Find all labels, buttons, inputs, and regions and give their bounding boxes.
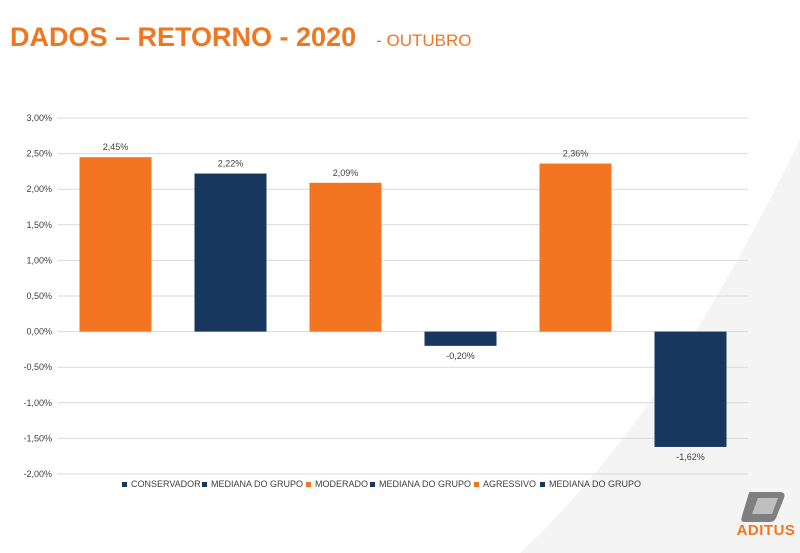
aditus-logo-icon (741, 492, 785, 522)
legend-swatch (122, 482, 127, 487)
bar (309, 182, 382, 332)
data-label: 2,22% (218, 159, 244, 169)
data-label: -0,20% (446, 351, 475, 361)
y-tick-label: -1,00% (23, 398, 52, 408)
data-label: 2,36% (563, 149, 589, 159)
page-subtitle: - OUTUBRO (376, 31, 472, 50)
bar (654, 331, 727, 447)
bar (79, 157, 152, 332)
y-tick-label: -2,00% (23, 469, 52, 479)
y-tick-label: -1,50% (23, 433, 52, 443)
y-tick-label: 3,00% (26, 113, 52, 123)
y-tick-label: -0,50% (23, 362, 52, 372)
legend-label: MEDIANA DO GRUPO (211, 479, 303, 489)
legend-swatch (370, 482, 375, 487)
data-label: 2,45% (103, 142, 129, 152)
y-tick-label: 1,50% (26, 220, 52, 230)
legend-label: MODERADO (315, 479, 368, 489)
bar (194, 173, 267, 332)
header: DADOS – RETORNO - 2020 - OUTUBRO (10, 22, 472, 53)
bar (424, 331, 497, 346)
legend-swatch (306, 482, 311, 487)
bar (539, 163, 612, 332)
data-label: -1,62% (676, 452, 705, 462)
legend-label: MEDIANA DO GRUPO (379, 479, 471, 489)
legend-label: CONSERVADOR (131, 479, 201, 489)
legend-swatch (474, 482, 479, 487)
brand-name: ADITUS (736, 522, 796, 539)
legend-swatch (202, 482, 207, 487)
data-label: 2,09% (333, 168, 359, 178)
legend-label: AGRESSIVO (483, 479, 536, 489)
y-tick-label: 0,50% (26, 291, 52, 301)
legend-label: MEDIANA DO GRUPO (549, 479, 641, 489)
legend-swatch (540, 482, 545, 487)
page-title: DADOS – RETORNO - 2020 (10, 22, 357, 52)
y-tick-label: 2,50% (26, 149, 52, 159)
y-tick-label: 2,00% (26, 184, 52, 194)
y-tick-label: 0,00% (26, 327, 52, 337)
y-tick-label: 1,00% (26, 255, 52, 265)
